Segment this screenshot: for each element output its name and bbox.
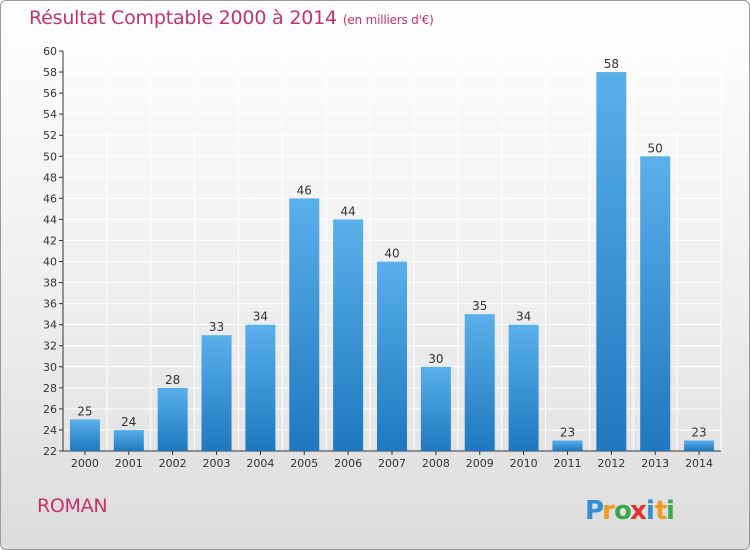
- x-tick-label: 2011: [553, 457, 581, 470]
- x-tick-label: 2007: [378, 457, 406, 470]
- x-tick-label: 2006: [334, 457, 362, 470]
- logo-letter: P: [585, 496, 604, 526]
- data-label: 28: [165, 373, 180, 387]
- y-tick-label: 30: [43, 361, 57, 374]
- x-tick-label: 2001: [115, 457, 143, 470]
- data-label: 25: [77, 404, 92, 418]
- bar: [245, 324, 276, 451]
- bar: [420, 366, 451, 451]
- y-tick-label: 42: [43, 234, 57, 247]
- y-tick-label: 32: [43, 340, 57, 353]
- logo-letter: o: [614, 496, 632, 526]
- x-tick-label: 2005: [290, 457, 318, 470]
- chart-title-text: Résultat Comptable 2000 à 2014: [29, 7, 337, 29]
- data-label: 24: [121, 415, 136, 429]
- x-tick-label: 2013: [641, 457, 669, 470]
- x-tick-label: 2010: [510, 457, 538, 470]
- x-tick-label: 2008: [422, 457, 450, 470]
- bar: [464, 314, 495, 451]
- bar: [640, 156, 671, 451]
- bar: [508, 324, 539, 451]
- bar: [113, 429, 144, 451]
- y-tick-label: 36: [43, 298, 57, 311]
- y-tick-label: 44: [43, 213, 57, 226]
- data-label: 23: [560, 425, 575, 439]
- data-label: 34: [253, 310, 268, 324]
- data-label: 58: [604, 57, 619, 71]
- y-tick-label: 46: [43, 192, 57, 205]
- data-label: 46: [297, 183, 312, 197]
- bar: [201, 335, 232, 451]
- y-tick-label: 22: [43, 445, 57, 458]
- chart-title: Résultat Comptable 2000 à 2014 (en millie…: [29, 7, 434, 29]
- data-label: 30: [428, 352, 443, 366]
- bar: [552, 440, 583, 451]
- x-tick-label: 2014: [685, 457, 713, 470]
- logo-letter: i: [666, 496, 675, 526]
- logo-letter: r: [602, 496, 615, 526]
- y-tick-label: 28: [43, 382, 57, 395]
- bar: [377, 261, 407, 451]
- bar: [289, 198, 320, 451]
- data-label: 40: [384, 247, 399, 261]
- x-tick-label: 2012: [597, 457, 625, 470]
- chart-unit: (en milliers d'€): [342, 13, 434, 27]
- x-tick-label: 2009: [466, 457, 494, 470]
- data-label: 35: [472, 299, 487, 313]
- y-tick-label: 58: [43, 66, 57, 79]
- bar: [333, 219, 364, 451]
- y-tick-label: 26: [43, 403, 57, 416]
- bar: [684, 440, 715, 451]
- data-label: 44: [340, 204, 355, 218]
- bar: [69, 419, 100, 451]
- logo-letter: i: [646, 496, 655, 526]
- y-tick-label: 50: [43, 150, 57, 163]
- y-tick-label: 34: [43, 319, 57, 332]
- x-tick-label: 2003: [203, 457, 231, 470]
- x-tick-label: 2000: [71, 457, 99, 470]
- data-label: 34: [516, 310, 531, 324]
- y-tick-label: 48: [43, 171, 57, 184]
- data-label: 50: [648, 141, 663, 155]
- y-tick-label: 56: [43, 87, 57, 100]
- bar: [157, 387, 188, 451]
- y-tick-label: 40: [43, 256, 57, 269]
- bar: [596, 72, 627, 451]
- proxiti-logo: Pr ox i ti: [585, 496, 675, 526]
- logo-letter: t: [655, 496, 667, 526]
- x-tick-label: 2002: [159, 457, 187, 470]
- y-tick-label: 52: [43, 129, 57, 142]
- data-label: 23: [691, 425, 706, 439]
- y-tick-label: 38: [43, 277, 57, 290]
- y-tick-label: 54: [43, 108, 57, 121]
- commune-name: ROMAN: [37, 495, 108, 517]
- x-tick-label: 2004: [246, 457, 274, 470]
- data-label: 33: [209, 320, 224, 334]
- y-tick-label: 60: [43, 45, 57, 58]
- y-tick-label: 24: [43, 424, 57, 437]
- logo-letter: x: [630, 496, 647, 526]
